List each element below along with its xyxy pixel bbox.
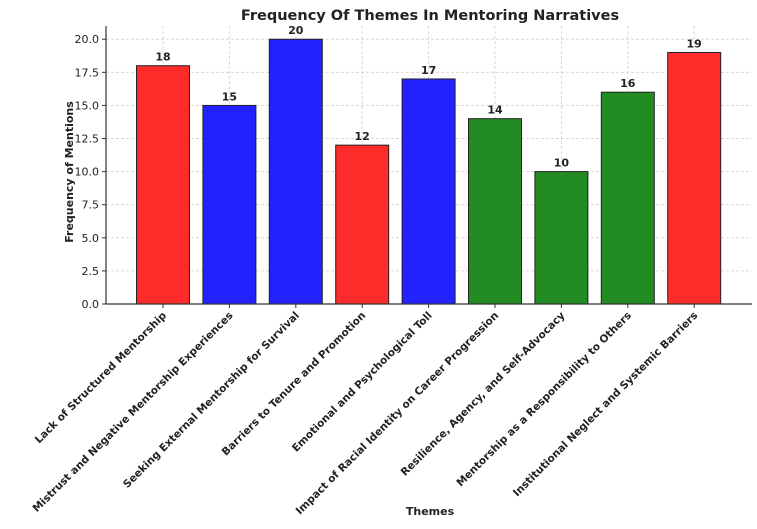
y-tick-label: 7.5 (82, 199, 100, 212)
y-tick-label: 15.0 (75, 99, 100, 112)
chart-title: Frequency Of Themes In Mentoring Narrati… (241, 8, 619, 24)
y-tick-label: 12.5 (75, 133, 100, 146)
x-axis-label: Themes (406, 505, 455, 518)
data-label: 12 (355, 130, 370, 143)
x-tick-label: Lack of Structured Mentorship (33, 309, 170, 446)
data-label: 20 (288, 24, 304, 37)
bar (202, 104, 257, 305)
y-tick-label: 17.5 (75, 66, 100, 79)
axis-layer (102, 26, 752, 308)
bar-layer (136, 38, 722, 305)
data-label: 15 (222, 90, 237, 103)
y-axis-label: Frequency of Mentions (63, 101, 76, 243)
bar (335, 144, 390, 305)
y-tick-label: 5.0 (82, 232, 100, 245)
data-label: 17 (421, 64, 436, 77)
y-tick-label: 10.0 (75, 166, 100, 179)
data-label: 16 (620, 77, 636, 90)
bar (401, 78, 456, 305)
bar (667, 51, 722, 305)
data-label: 14 (487, 104, 503, 117)
data-label: 18 (155, 51, 170, 64)
y-tick-label: 0.0 (82, 298, 100, 311)
bar (268, 38, 323, 305)
x-tick-label: Emotional and Psychological Toll (290, 310, 435, 455)
bar (136, 65, 190, 305)
bar (534, 171, 589, 305)
data-label: 10 (554, 157, 570, 170)
data-label: 19 (687, 37, 702, 50)
y-tick-label: 2.5 (82, 265, 100, 278)
bar (468, 118, 522, 305)
y-tick-label: 20.0 (75, 33, 100, 46)
bar (600, 91, 655, 305)
x-tick-label: Barriers to Tenure and Promotion (220, 310, 369, 459)
